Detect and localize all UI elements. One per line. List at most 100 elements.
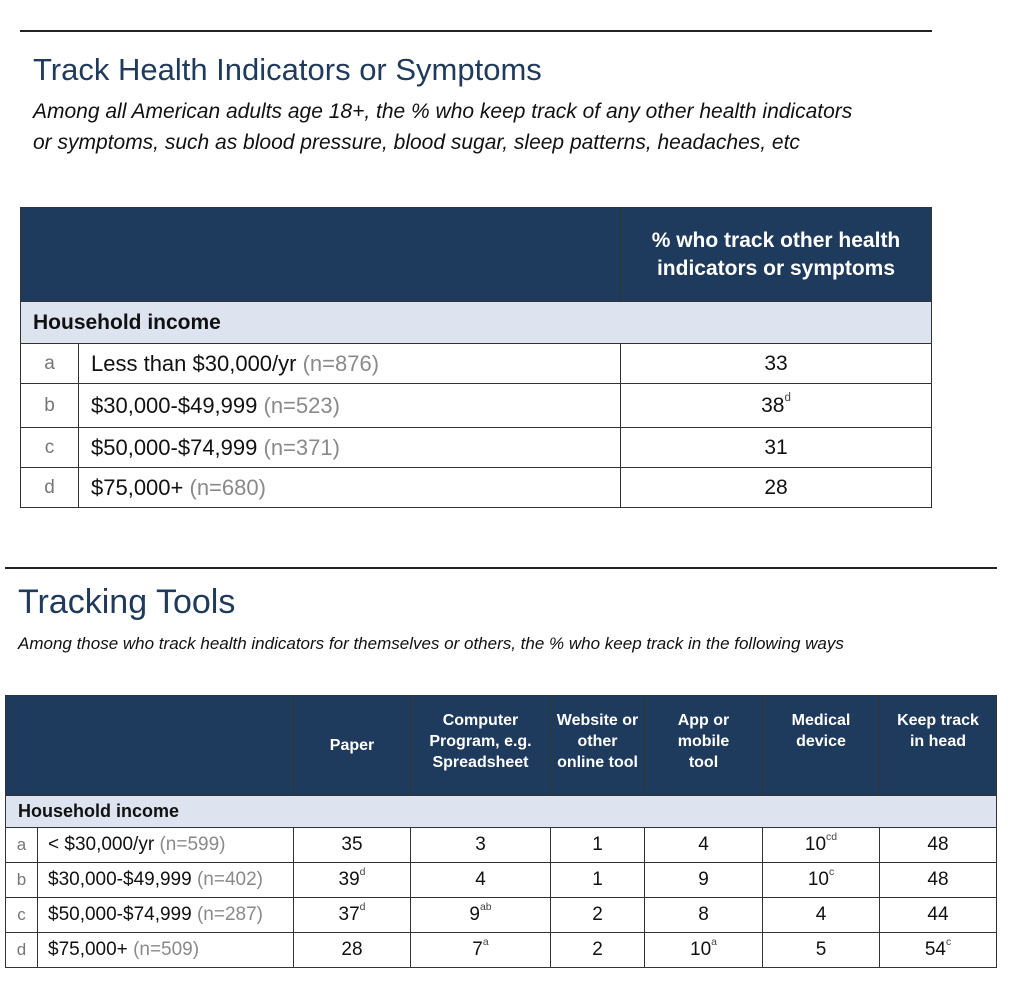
cell-computer-program: 9ab <box>410 897 551 933</box>
significance-marker: cd <box>826 832 838 843</box>
significance-marker: ab <box>479 902 492 913</box>
row-letter: c <box>5 897 38 933</box>
row-letter: b <box>20 383 79 428</box>
cell-website: 1 <box>550 827 645 863</box>
value-number: 1 <box>592 834 603 855</box>
value-number: 28 <box>341 939 363 960</box>
sample-size: (n=876) <box>302 350 380 376</box>
table-row: d $75,000+ (n=509) 28 7a 2 10a 5 54c <box>5 932 997 968</box>
top-divider <box>20 30 932 32</box>
row-letter: b <box>5 862 38 898</box>
significance-marker: d <box>359 867 366 878</box>
tracking-tools-table: Paper Computer Program, e.g. Spreadsheet… <box>5 695 997 968</box>
cell-keep-track-in-head: 48 <box>879 827 997 863</box>
row-label: $75,000+ (n=680) <box>78 467 621 508</box>
sample-size: (n=287) <box>196 904 263 925</box>
cell-paper: 39d <box>293 862 411 898</box>
row-label: $75,000+ (n=509) <box>37 932 294 968</box>
cell-website: 2 <box>550 897 645 933</box>
value-number: 2 <box>592 939 603 960</box>
row-value: 28 <box>620 467 932 508</box>
row-label: < $30,000/yr (n=599) <box>37 827 294 863</box>
cell-computer-program: 3 <box>410 827 551 863</box>
table-row: a < $30,000/yr (n=599) 35 3 1 4 10cd 48 <box>5 827 997 863</box>
sample-size: (n=599) <box>159 834 226 855</box>
value-number: 44 <box>927 904 949 925</box>
table-crop-mask <box>0 510 1010 530</box>
value-number: 2 <box>592 904 603 925</box>
value-number: 4 <box>475 869 486 890</box>
value-number: 8 <box>698 904 709 925</box>
cell-app: 9 <box>644 862 763 898</box>
row-value: 38d <box>620 383 932 428</box>
sample-size: (n=509) <box>133 939 200 960</box>
sample-size: (n=523) <box>263 392 340 418</box>
value-number: 39 <box>338 869 360 890</box>
value-number: 5 <box>815 939 827 960</box>
value-number: 3 <box>475 834 486 855</box>
value-number: 33 <box>764 351 788 375</box>
value-number: 31 <box>764 435 788 459</box>
cell-paper: 35 <box>293 827 411 863</box>
income-label: < $30,000/yr <box>48 834 155 855</box>
column-header-app: App or mobile tool <box>644 695 763 796</box>
row-label: $50,000-$74,999 (n=287) <box>37 897 294 933</box>
value-number: 10 <box>804 834 827 855</box>
section1-title: Track Health Indicators or Symptoms <box>33 52 542 87</box>
row-letter: c <box>20 427 79 468</box>
table-corner-header <box>5 695 294 796</box>
cell-medical-device: 4 <box>762 897 880 933</box>
cell-keep-track-in-head: 54c <box>879 932 997 968</box>
section1-subtitle: Among all American adults age 18+, the %… <box>33 100 853 154</box>
health-indicators-table: % who track other health indicators or s… <box>20 207 932 508</box>
column-header-paper: Paper <box>293 695 411 796</box>
cell-paper: 28 <box>293 932 411 968</box>
sample-size: (n=680) <box>189 474 266 500</box>
cell-medical-device: 10c <box>762 862 880 898</box>
cell-keep-track-in-head: 48 <box>879 862 997 898</box>
table-row: c $50,000-$74,999 (n=287) 37d 9ab 2 8 4 44 <box>5 897 997 933</box>
row-label: $50,000-$74,999 (n=371) <box>78 427 621 468</box>
section2-title: Tracking Tools <box>18 583 236 621</box>
significance-marker: d <box>359 902 366 913</box>
cell-medical-device: 10cd <box>762 827 880 863</box>
row-label: $30,000-$49,999 (n=523) <box>78 383 621 428</box>
row-letter: a <box>20 343 79 384</box>
sample-size: (n=371) <box>263 434 340 460</box>
cell-paper: 37d <box>293 897 411 933</box>
section2-subtitle: Among those who track health indicators … <box>18 634 844 653</box>
table-row: b $30,000-$49,999 (n=523) 38d <box>20 383 932 428</box>
value-number: 28 <box>764 475 788 499</box>
value-number: 48 <box>927 834 949 855</box>
column-header-keep-track-in-head: Keep track in head <box>879 695 997 796</box>
cell-app: 8 <box>644 897 763 933</box>
sample-size: (n=402) <box>196 869 263 890</box>
row-letter: d <box>20 467 79 508</box>
income-label: $75,000+ <box>91 474 184 500</box>
row-letter: a <box>5 827 38 863</box>
section-label-household-income: Household income <box>5 795 997 828</box>
row-letter: d <box>5 932 38 968</box>
section-label-household-income: Household income <box>20 301 932 344</box>
middle-divider <box>5 567 997 569</box>
cell-computer-program: 7a <box>410 932 551 968</box>
row-value: 33 <box>620 343 932 384</box>
value-number: 38 <box>761 393 785 417</box>
column-header-medical-device: Medical device <box>762 695 880 796</box>
significance-marker: c <box>945 937 952 948</box>
value-number: 37 <box>338 904 360 925</box>
cell-computer-program: 4 <box>410 862 551 898</box>
row-value: 31 <box>620 427 932 468</box>
significance-marker: a <box>711 937 717 948</box>
value-number: 54 <box>924 939 946 960</box>
value-number: 10 <box>690 939 712 960</box>
table-row: a Less than $30,000/yr (n=876) 33 <box>20 343 932 384</box>
value-number: 1 <box>592 869 603 890</box>
value-number: 35 <box>341 834 363 855</box>
income-label: $50,000-$74,999 <box>91 434 258 460</box>
income-label: $30,000-$49,999 <box>91 392 258 418</box>
row-label: $30,000-$49,999 (n=402) <box>37 862 294 898</box>
table-corner-header <box>20 207 621 302</box>
cell-website: 2 <box>550 932 645 968</box>
value-number: 7 <box>472 939 483 960</box>
